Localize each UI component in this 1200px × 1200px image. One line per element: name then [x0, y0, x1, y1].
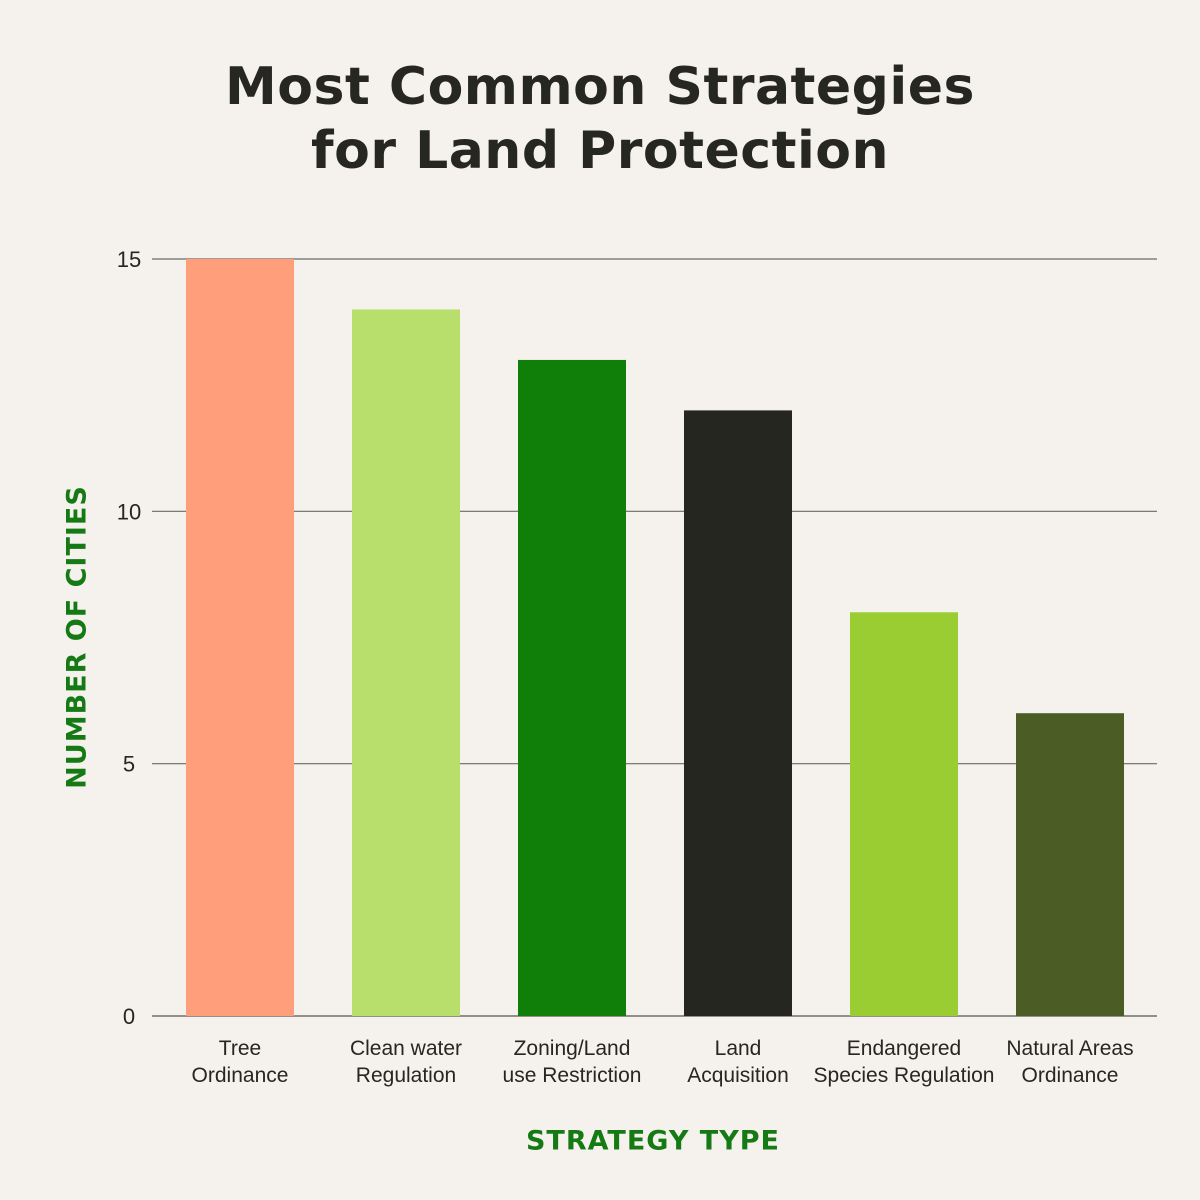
bar-5	[850, 612, 958, 1016]
chart-title-line-1: Most Common Strategies	[225, 57, 975, 117]
category-label-1: Tree Ordinance	[192, 1037, 289, 1087]
category-label-4: Land Acquisition	[687, 1037, 789, 1087]
bar-4	[684, 410, 792, 1016]
category-label-2: Clean water Regulation	[350, 1037, 462, 1087]
bar-1	[186, 259, 294, 1016]
category-labels: Tree Ordinance Clean water Regulation Zoning…	[192, 1037, 1134, 1087]
bar-6	[1016, 713, 1124, 1016]
chart-title: Most Common Strategies for Land Protecti…	[0, 55, 1200, 183]
y-tick-labels: 0 5 10 15	[117, 247, 141, 1029]
y-tick-label-0: 0	[123, 1004, 135, 1029]
category-label-5: Endangered Species Regulation	[814, 1037, 995, 1087]
chart-title-line-2: for Land Protection	[310, 121, 890, 181]
y-axis-title: NUMBER OF CITIES	[62, 485, 93, 789]
category-label-6: Natural Areas Ordinance	[1006, 1037, 1133, 1087]
y-tick-label-5: 5	[123, 752, 135, 777]
y-tick-label-15: 15	[117, 247, 141, 272]
bar-3	[518, 359, 626, 1016]
category-label-3: Zoning/Land use Restriction	[503, 1037, 642, 1087]
gridlines	[152, 258, 1157, 1017]
bar-2	[352, 309, 460, 1016]
y-tick-label-10: 10	[117, 499, 141, 524]
bars	[186, 259, 1124, 1016]
x-axis-title: STRATEGY TYPE	[526, 1126, 780, 1157]
